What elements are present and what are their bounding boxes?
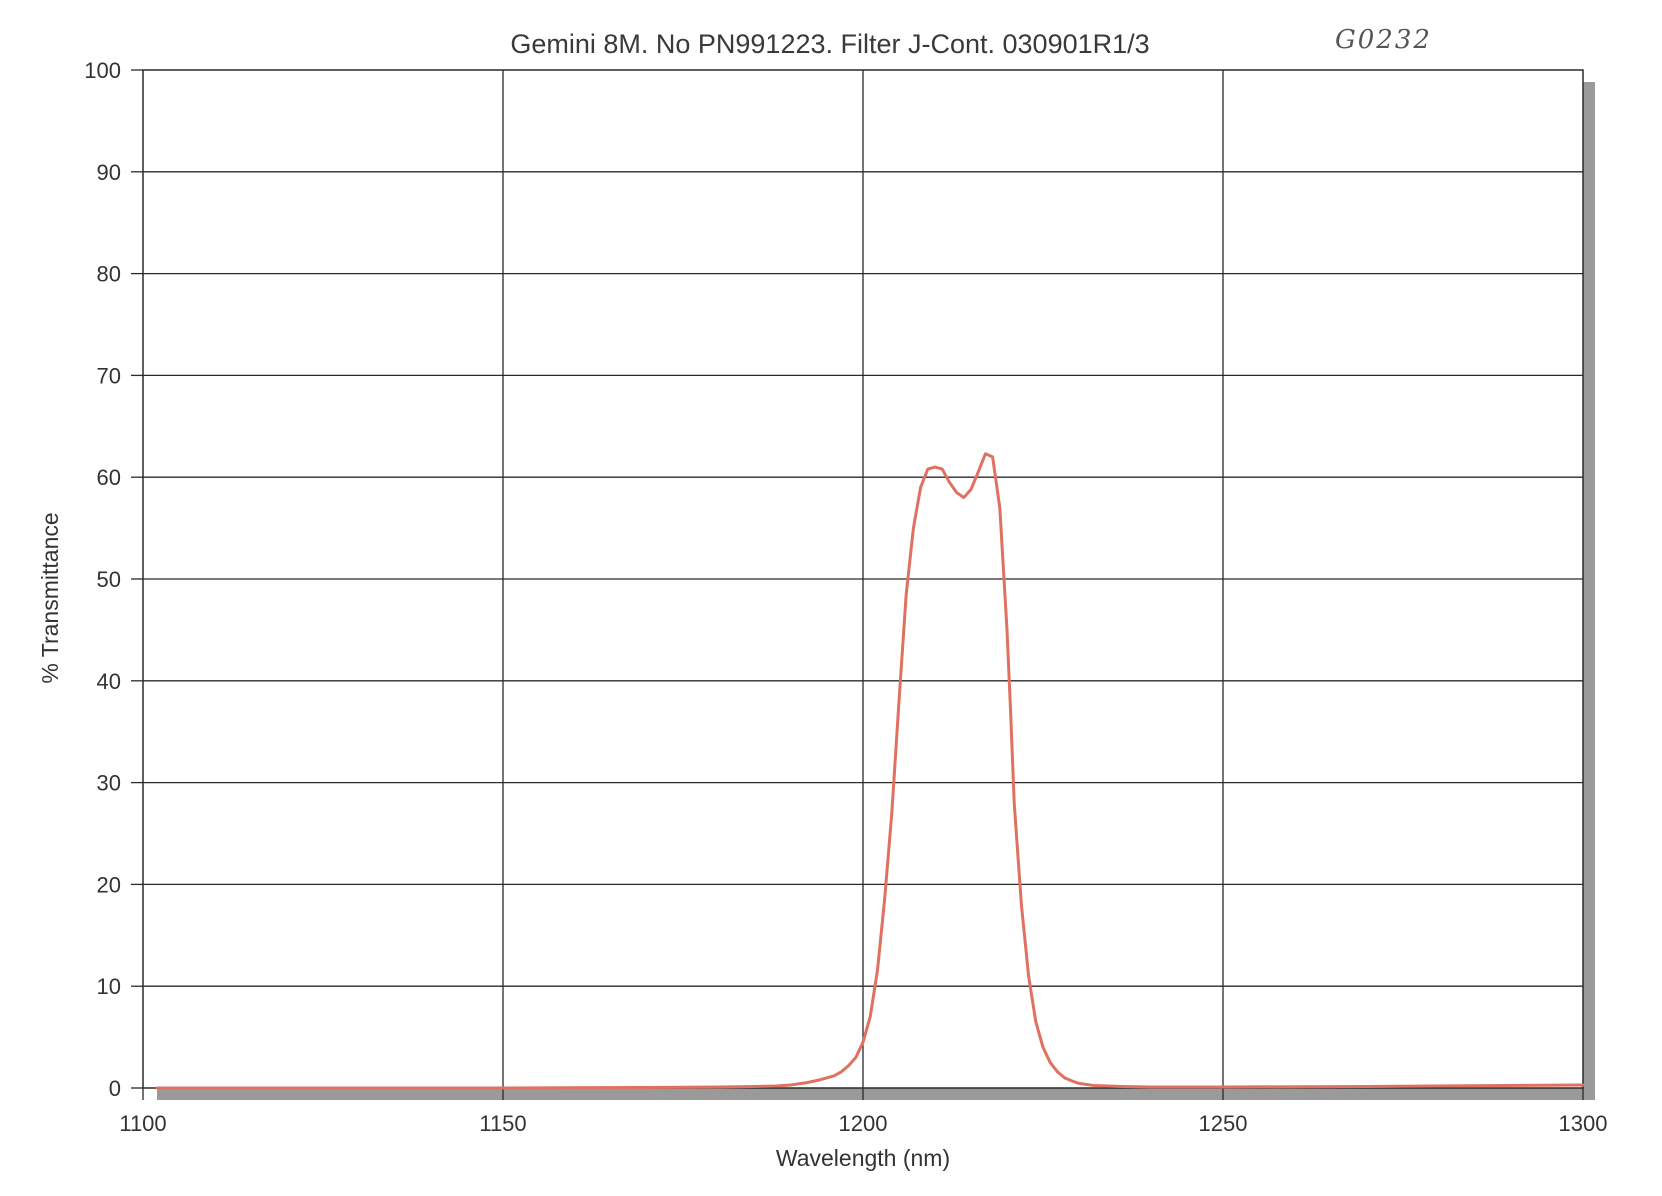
x-tick-label: 1100	[119, 1111, 166, 1136]
y-tick-label: 20	[97, 872, 121, 897]
y-tick-label: 60	[97, 465, 121, 490]
y-tick-label: 70	[97, 363, 121, 388]
chart-title: Gemini 8M. No PN991223. Filter J-Cont. 0…	[510, 29, 1149, 59]
plot-shadow-right	[1583, 82, 1595, 1098]
x-tick-label: 1250	[1199, 1111, 1248, 1136]
x-tick-label: 1150	[479, 1111, 526, 1136]
y-tick-label: 80	[97, 262, 121, 287]
y-tick-label: 50	[97, 567, 121, 592]
y-tick-label: 10	[97, 974, 121, 999]
y-tick-label: 30	[97, 771, 121, 796]
y-tick-labels: 0 10 20 30 40 50 60 70 80 90 100	[84, 58, 121, 1101]
x-tick-label: 1300	[1559, 1111, 1608, 1136]
x-tick-label: 1200	[839, 1111, 888, 1136]
x-axis-label: Wavelength (nm)	[776, 1145, 950, 1171]
x-tick-labels: 1100 1150 1200 1250 1300	[119, 1111, 1607, 1136]
plot-shadow-bottom	[157, 1086, 1595, 1100]
transmittance-curve	[155, 452, 1585, 1090]
y-tick-label: 100	[84, 58, 121, 83]
y-tick-label: 40	[97, 669, 121, 694]
handwritten-annotation: G0232	[1335, 25, 1432, 55]
y-tick-label: 0	[109, 1076, 121, 1101]
grid-lines	[131, 69, 1584, 1100]
y-axis-label: % Transmittance	[37, 512, 63, 683]
y-tick-label: 90	[97, 160, 121, 185]
